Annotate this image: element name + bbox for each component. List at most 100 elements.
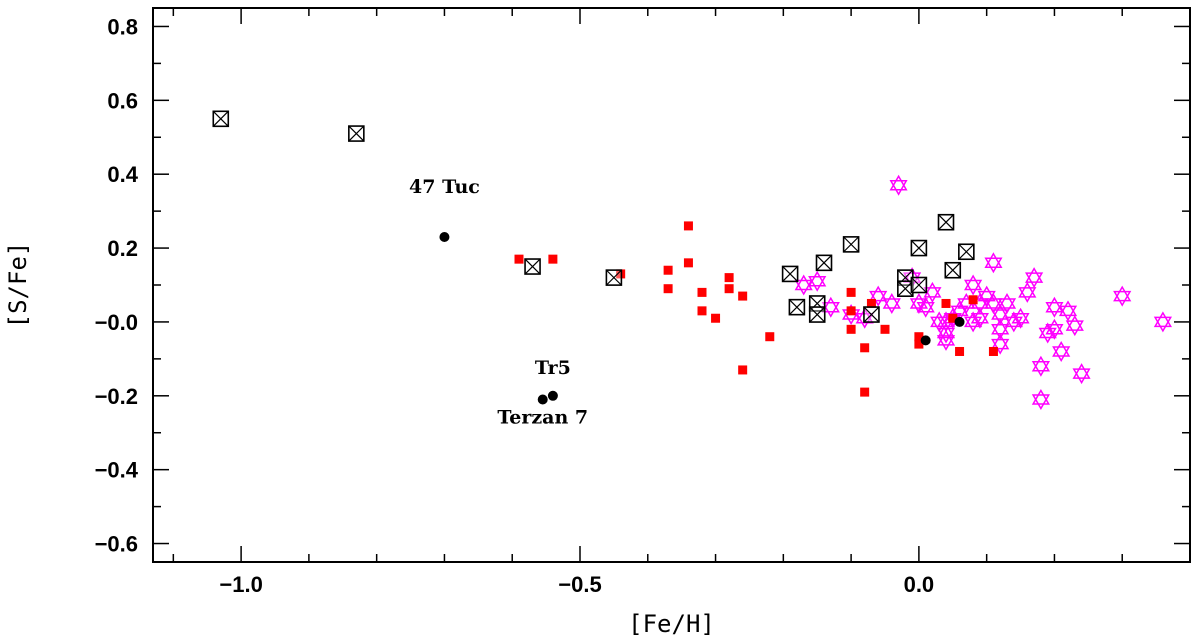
- star-marker: [923, 287, 942, 303]
- circle-marker: [537, 394, 548, 405]
- boxed-x-cross: [944, 262, 961, 279]
- star-marker: [970, 307, 989, 324]
- star-marker: [1072, 363, 1091, 379]
- boxed-x-cross: [897, 280, 914, 297]
- y-tick-label: 0.2: [107, 236, 138, 261]
- red-square-marker: [765, 332, 775, 342]
- annotation-label: Terzan 7: [497, 406, 588, 428]
- star-marker: [794, 279, 813, 296]
- boxed-x-cross: [958, 243, 975, 260]
- star-marker: [997, 293, 1017, 309]
- star-marker: [1045, 324, 1064, 340]
- star-marker: [1004, 311, 1023, 328]
- star-marker: [794, 274, 813, 291]
- annotation-label: Tr5: [535, 357, 571, 379]
- star-marker: [1052, 346, 1071, 362]
- red-square-marker: [738, 365, 748, 375]
- star-marker: [916, 296, 935, 313]
- star-marker: [1113, 290, 1132, 307]
- star-marker: [991, 333, 1010, 350]
- red-square-marker: [866, 298, 876, 308]
- boxed-x-cross: [605, 269, 622, 286]
- star-marker: [909, 293, 928, 309]
- star-marker: [984, 292, 1003, 309]
- star-marker: [1153, 316, 1172, 333]
- red-square-marker: [860, 343, 870, 353]
- star-marker: [1031, 394, 1050, 410]
- circle-marker: [547, 390, 558, 401]
- star-marker: [936, 335, 956, 351]
- star-marker: [964, 279, 983, 296]
- star-marker: [1065, 315, 1084, 331]
- star-marker: [1038, 322, 1057, 339]
- boxed-x-cross: [809, 306, 826, 323]
- boxed-x-cross: [782, 265, 799, 282]
- star-marker: [1031, 389, 1050, 405]
- star-marker: [808, 270, 827, 287]
- star-marker: [923, 281, 942, 298]
- x-axis-label: [Fe/H]: [628, 610, 715, 638]
- star-marker: [1065, 320, 1084, 337]
- star-marker: [889, 180, 908, 196]
- red-square-marker: [738, 291, 748, 301]
- star-marker: [1058, 305, 1078, 322]
- boxed-x-cross: [897, 269, 914, 286]
- star-marker: [936, 322, 956, 339]
- red-square-marker: [846, 287, 856, 297]
- star-marker: [808, 276, 827, 292]
- red-square-marker: [514, 254, 524, 264]
- red-square-marker: [663, 284, 673, 294]
- star-marker: [821, 296, 840, 313]
- red-square-marker: [548, 254, 558, 264]
- red-square-marker: [914, 339, 924, 349]
- star-marker: [936, 316, 956, 333]
- annotation-label: 47 Tuc: [409, 176, 480, 198]
- plot-frame: [152, 7, 1191, 563]
- x-tick-label: 0.0: [904, 572, 935, 597]
- red-square-marker: [955, 346, 965, 356]
- boxed-x-cross: [843, 236, 860, 253]
- red-square-marker: [683, 221, 693, 231]
- annotations: 47 Tuc Tr5 Terzan 7: [409, 176, 588, 429]
- boxed-x-cross: [348, 125, 365, 142]
- y-tick-label: −0.2: [95, 384, 138, 409]
- star-marker: [821, 301, 840, 318]
- star-marker: [1011, 312, 1030, 329]
- circle-marker: [954, 316, 965, 327]
- star-marker: [1038, 327, 1057, 344]
- y-tick-label: 0.6: [107, 88, 138, 113]
- red-square-marker: [988, 346, 998, 356]
- star-marker: [1045, 301, 1064, 318]
- star-marker: [916, 301, 935, 318]
- red-square-marker: [683, 258, 693, 268]
- boxed-x-cross: [788, 299, 805, 316]
- red-square-marker: [697, 306, 707, 316]
- star-marker: [964, 274, 983, 291]
- star-marker: [991, 309, 1010, 325]
- star-marker: [1052, 341, 1071, 357]
- star-marker: [991, 304, 1010, 320]
- star-marker: [984, 298, 1003, 315]
- star-marker: [1004, 316, 1023, 333]
- circle-marker: [920, 335, 931, 346]
- star-marker: [882, 293, 901, 309]
- red-square-marker: [724, 273, 734, 283]
- boxed-x-cross: [863, 306, 880, 323]
- series-boxed-x: [212, 110, 975, 323]
- star-marker: [964, 316, 983, 333]
- star-marker: [1011, 307, 1030, 324]
- star-marker: [997, 298, 1017, 314]
- star-marker: [869, 285, 888, 302]
- boxed-x-cross: [524, 258, 541, 275]
- star-marker: [1113, 285, 1132, 302]
- star-marker: [1025, 267, 1044, 283]
- boxed-x-cross: [212, 110, 229, 127]
- star-marker: [1045, 318, 1064, 335]
- star-marker: [964, 311, 983, 328]
- boxed-x-cross: [910, 240, 927, 256]
- star-marker: [1031, 355, 1050, 372]
- red-square-marker: [880, 324, 890, 334]
- red-square-marker: [914, 332, 924, 342]
- y-tick-label: −0.6: [95, 532, 138, 557]
